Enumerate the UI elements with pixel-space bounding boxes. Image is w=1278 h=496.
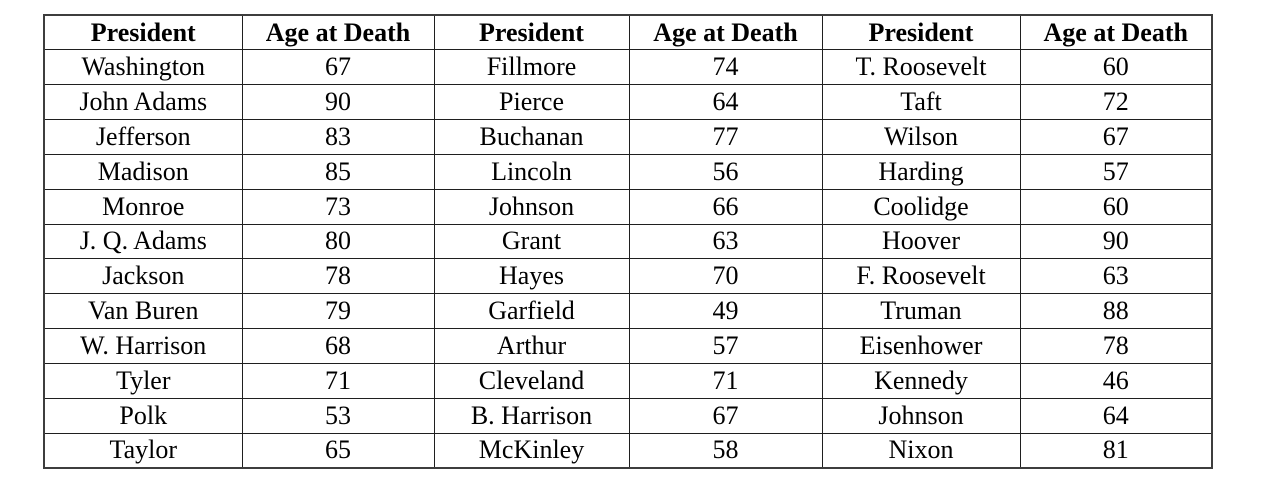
age-at-death-cell: 58 [628,432,823,469]
table-row: Madison 85 Lincoln 56 Harding 57 [43,153,1213,190]
table-row: Tyler 71 Cleveland 71 Kennedy 46 [43,362,1213,399]
age-at-death-cell: 56 [628,153,823,190]
age-at-death-cell: 90 [241,84,435,121]
age-at-death-header: Age at Death [241,14,435,51]
president-name-cell: Hayes [433,258,630,295]
president-name-cell: Monroe [43,188,243,225]
president-header: President [821,14,1021,51]
age-at-death-cell: 66 [628,188,823,225]
age-at-death-cell: 71 [241,362,435,399]
table-row: Monroe 73 Johnson 66 Coolidge 60 [43,188,1213,225]
table-row: Van Buren 79 Garfield 49 Truman 88 [43,293,1213,330]
age-at-death-cell: 68 [241,328,435,364]
age-at-death-cell: 57 [1019,153,1213,190]
president-name-cell: Madison [43,153,243,190]
age-at-death-cell: 60 [1019,188,1213,225]
president-name-cell: Nixon [821,432,1021,469]
age-at-death-cell: 46 [1019,362,1213,399]
president-name-cell: Taft [821,84,1021,121]
president-name-cell: W. Harrison [43,328,243,364]
age-at-death-cell: 53 [241,397,435,434]
age-at-death-cell: 80 [241,223,435,260]
president-name-cell: Van Buren [43,293,243,330]
age-at-death-cell: 60 [1019,49,1213,86]
president-name-cell: Washington [43,49,243,86]
president-name-cell: Coolidge [821,188,1021,225]
age-at-death-cell: 64 [1019,397,1213,434]
age-at-death-cell: 67 [628,397,823,434]
table-row: Jefferson 83 Buchanan 77 Wilson 67 [43,119,1213,155]
age-at-death-cell: 49 [628,293,823,330]
president-name-cell: Taylor [43,432,243,469]
president-header: President [433,14,630,51]
age-at-death-cell: 67 [241,49,435,86]
president-name-cell: Johnson [821,397,1021,434]
age-at-death-cell: 88 [1019,293,1213,330]
age-at-death-cell: 74 [628,49,823,86]
president-name-cell: F. Roosevelt [821,258,1021,295]
age-at-death-cell: 78 [241,258,435,295]
table-row: John Adams 90 Pierce 64 Taft 72 [43,84,1213,121]
age-at-death-cell: 63 [628,223,823,260]
president-name-cell: Jackson [43,258,243,295]
header-row: President Age at Death President Age at … [43,14,1213,51]
president-name-cell: Tyler [43,362,243,399]
president-name-cell: McKinley [433,432,630,469]
table-row: Taylor 65 McKinley 58 Nixon 81 [43,432,1213,469]
table-row: J. Q. Adams 80 Grant 63 Hoover 90 [43,223,1213,260]
age-at-death-cell: 64 [628,84,823,121]
age-at-death-cell: 72 [1019,84,1213,121]
president-name-cell: Arthur [433,328,630,364]
presidents-age-at-death-table: President Age at Death President Age at … [43,14,1213,469]
president-name-cell: Harding [821,153,1021,190]
president-name-cell: Cleveland [433,362,630,399]
president-name-cell: Garfield [433,293,630,330]
table-row: Washington 67 Fillmore 74 T. Roosevelt 6… [43,49,1213,86]
age-at-death-cell: 78 [1019,328,1213,364]
table-row: Jackson 78 Hayes 70 F. Roosevelt 63 [43,258,1213,295]
president-header: President [43,14,243,51]
president-name-cell: Eisenhower [821,328,1021,364]
age-at-death-cell: 85 [241,153,435,190]
president-name-cell: Truman [821,293,1021,330]
president-name-cell: Jefferson [43,119,243,155]
president-name-cell: Polk [43,397,243,434]
age-at-death-cell: 83 [241,119,435,155]
age-at-death-cell: 81 [1019,432,1213,469]
age-at-death-cell: 57 [628,328,823,364]
president-name-cell: Hoover [821,223,1021,260]
age-at-death-cell: 79 [241,293,435,330]
president-name-cell: Lincoln [433,153,630,190]
age-at-death-cell: 77 [628,119,823,155]
president-name-cell: Johnson [433,188,630,225]
age-at-death-cell: 70 [628,258,823,295]
president-name-cell: J. Q. Adams [43,223,243,260]
age-at-death-header: Age at Death [628,14,823,51]
age-at-death-cell: 90 [1019,223,1213,260]
age-at-death-cell: 65 [241,432,435,469]
president-name-cell: Wilson [821,119,1021,155]
president-name-cell: Fillmore [433,49,630,86]
age-at-death-header: Age at Death [1019,14,1213,51]
president-name-cell: Kennedy [821,362,1021,399]
age-at-death-cell: 67 [1019,119,1213,155]
president-name-cell: Pierce [433,84,630,121]
age-at-death-cell: 63 [1019,258,1213,295]
president-name-cell: Buchanan [433,119,630,155]
age-at-death-cell: 71 [628,362,823,399]
president-name-cell: Grant [433,223,630,260]
president-name-cell: T. Roosevelt [821,49,1021,86]
table-row: W. Harrison 68 Arthur 57 Eisenhower 78 [43,328,1213,364]
president-name-cell: John Adams [43,84,243,121]
table-row: Polk 53 B. Harrison 67 Johnson 64 [43,397,1213,434]
president-name-cell: B. Harrison [433,397,630,434]
age-at-death-cell: 73 [241,188,435,225]
